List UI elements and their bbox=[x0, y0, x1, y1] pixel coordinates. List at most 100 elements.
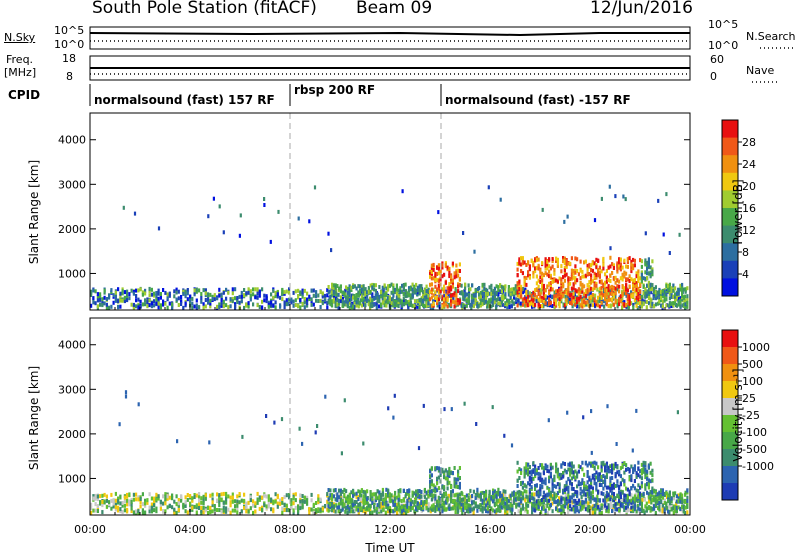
velocity-cell-459 bbox=[317, 507, 320, 512]
power-cell-1148 bbox=[332, 297, 335, 302]
velocity-cell-2142 bbox=[581, 489, 584, 494]
velocity-cell-1298 bbox=[373, 504, 376, 509]
power-cell-2611 bbox=[600, 196, 603, 201]
power-cell-2552 bbox=[679, 304, 682, 309]
power-cell-1566 bbox=[457, 301, 460, 306]
power-cell-70 bbox=[123, 290, 126, 295]
power-cell-1294 bbox=[383, 292, 386, 297]
velocity-cell-1891 bbox=[535, 492, 538, 497]
power-cell-2407 bbox=[640, 259, 643, 264]
velocity-cell-1590 bbox=[451, 499, 454, 504]
cpid-segment-1: rbsp 200 RF bbox=[294, 83, 375, 97]
velocity-cell-1992 bbox=[553, 491, 556, 496]
power-cell-169 bbox=[177, 289, 180, 294]
velocity-cell-285 bbox=[229, 495, 232, 500]
velocity-cell-166 bbox=[173, 510, 176, 515]
power-cell-2332 bbox=[628, 279, 631, 283]
power-cell-1027 bbox=[630, 301, 633, 306]
velocity-cell-537 bbox=[355, 507, 358, 512]
power-cell-1292 bbox=[383, 303, 386, 308]
velocity-cell-1739 bbox=[499, 494, 502, 499]
power-cell-1809 bbox=[528, 266, 531, 271]
power-cell-1431 bbox=[430, 276, 433, 281]
power-cell-2534 bbox=[672, 283, 675, 288]
power-cell-1544 bbox=[451, 261, 454, 266]
velocity-cell-1704 bbox=[488, 504, 491, 509]
velocity-cell-1785 bbox=[516, 496, 519, 501]
power-cell-1341 bbox=[401, 303, 404, 308]
velocity-cell-1790 bbox=[516, 490, 519, 495]
velocity-cell-2012 bbox=[558, 508, 561, 513]
power-cell-1756 bbox=[518, 287, 521, 291]
power-cell-2577 bbox=[263, 197, 266, 201]
velocity-cell-186 bbox=[182, 505, 185, 510]
power-cell-93 bbox=[137, 288, 140, 293]
velocity-cell-2034 bbox=[562, 490, 565, 495]
power-cell-205 bbox=[195, 289, 198, 294]
velocity-cell-1816 bbox=[521, 480, 524, 485]
velocity-cell-175 bbox=[177, 503, 180, 508]
power-cell-974 bbox=[605, 294, 608, 299]
power-cell-1997 bbox=[563, 273, 566, 278]
velocity-cell-1887 bbox=[535, 499, 538, 504]
power-cell-22 bbox=[101, 300, 104, 304]
power-cell-1921 bbox=[549, 281, 552, 285]
power-cell-2158 bbox=[595, 299, 598, 304]
power-cell-384 bbox=[294, 289, 297, 294]
power-cell-2529 bbox=[672, 288, 675, 293]
power-cell-1457 bbox=[434, 277, 437, 282]
power-cell-319 bbox=[258, 305, 261, 309]
power-cell-2448 bbox=[647, 271, 650, 276]
velocity-cell-1553 bbox=[444, 492, 447, 497]
power-cell-424 bbox=[312, 293, 315, 298]
velocity-cell-1836 bbox=[525, 468, 528, 473]
power-cell-241 bbox=[218, 287, 221, 292]
power-cell-2366 bbox=[635, 292, 638, 297]
velocity-cell-1195 bbox=[338, 495, 341, 500]
power-cell-1099 bbox=[668, 303, 671, 308]
power-cell-234 bbox=[213, 297, 216, 302]
power-cell-1143 bbox=[331, 282, 334, 287]
power-cell-2416 bbox=[642, 301, 645, 306]
power-cell-1558 bbox=[455, 270, 458, 275]
velocity-cell-618 bbox=[400, 499, 403, 503]
power-cell-2475 bbox=[654, 293, 657, 298]
velocity-cell-159 bbox=[168, 495, 171, 500]
power-cell-956 bbox=[596, 287, 599, 292]
power-cell-2086 bbox=[581, 282, 584, 287]
velocity-cell-152 bbox=[164, 494, 167, 499]
velocity-cell-1257 bbox=[359, 506, 362, 511]
velocity-cell-1593 bbox=[453, 480, 456, 485]
velocity-cell-351 bbox=[263, 493, 266, 498]
power-cell-285 bbox=[240, 290, 243, 295]
velocity-cell-408 bbox=[294, 492, 297, 497]
power-cell-211 bbox=[200, 296, 203, 300]
power-cell-1162 bbox=[338, 299, 341, 303]
power-cell-256 bbox=[225, 303, 228, 308]
power-cell-1229 bbox=[360, 298, 363, 302]
power-cell-2347 bbox=[632, 280, 635, 285]
power-cell-2612 bbox=[313, 185, 317, 190]
velocity-cell-247 bbox=[211, 509, 214, 514]
power-cell-2071 bbox=[577, 287, 580, 292]
power-cell-2353 bbox=[632, 257, 635, 262]
velocity-cell-1894 bbox=[535, 483, 538, 488]
power-cell-324 bbox=[261, 299, 264, 304]
velocity-cell-2221 bbox=[595, 475, 598, 480]
power-cell-148 bbox=[166, 305, 169, 310]
velocity-cell-1598 bbox=[453, 493, 456, 498]
velocity-cell-2250 bbox=[600, 461, 603, 466]
velocity-cell-2248 bbox=[600, 503, 603, 508]
velocity-cell-929 bbox=[569, 507, 572, 512]
velocity-cell-115 bbox=[146, 500, 149, 505]
velocity-cell-2286 bbox=[607, 469, 610, 474]
power-cell-1357 bbox=[406, 291, 409, 296]
power-cell-210 bbox=[198, 288, 201, 293]
velocity-cell-1881 bbox=[534, 471, 537, 476]
power-cell-2279 bbox=[618, 260, 621, 265]
power-cell-1987 bbox=[563, 256, 566, 261]
power-cell-1551 bbox=[453, 291, 456, 296]
power-cell-1765 bbox=[520, 262, 523, 267]
velocity-cell-1721 bbox=[493, 494, 496, 499]
velocity-cell-2258 bbox=[602, 492, 605, 497]
